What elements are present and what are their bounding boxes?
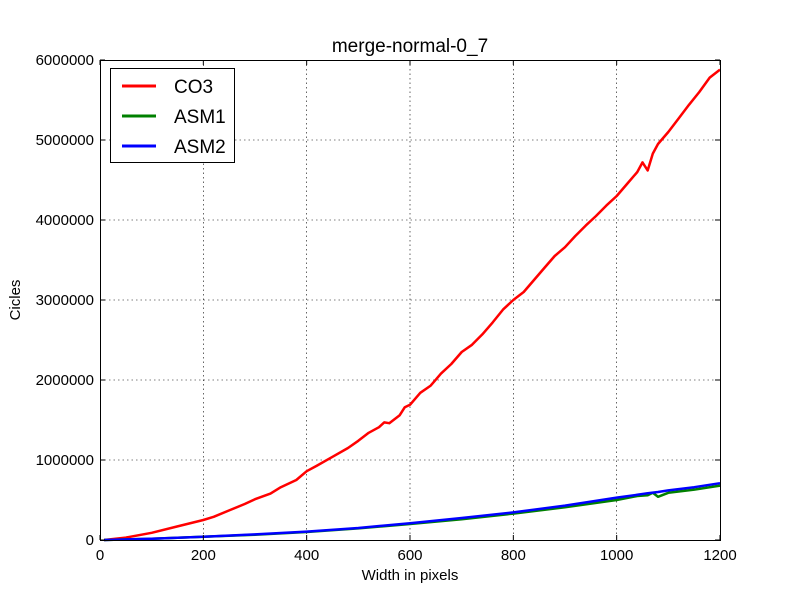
y-tick-label: 3000000 bbox=[36, 292, 94, 309]
x-tick-label: 1200 bbox=[703, 547, 736, 564]
legend-label-co3: CO3 bbox=[174, 77, 213, 98]
y-tick-label: 5000000 bbox=[36, 132, 94, 149]
x-tick-label: 400 bbox=[294, 547, 319, 564]
x-tick-labels: 0 200 400 600 800 1000 1200 bbox=[96, 547, 737, 564]
series-line-asm2 bbox=[104, 481, 721, 542]
y-tick-label: 4000000 bbox=[36, 212, 94, 229]
axis-ticks bbox=[99, 59, 721, 541]
legend-label-asm2: ASM2 bbox=[174, 137, 226, 158]
series-line-asm1 bbox=[104, 484, 721, 542]
x-tick-label: 0 bbox=[96, 547, 104, 564]
series-lines bbox=[103, 68, 721, 542]
series-line-co3 bbox=[103, 68, 721, 542]
y-tick-labels: 0 1000000 2000000 3000000 4000000 5000000 6000… bbox=[36, 52, 94, 549]
y-tick-label: 6000000 bbox=[36, 52, 94, 69]
legend-label-asm1: ASM1 bbox=[174, 107, 226, 128]
x-tick-label: 200 bbox=[191, 547, 216, 564]
chart-title: merge-normal-0_7 bbox=[332, 36, 488, 57]
y-tick-label: 0 bbox=[86, 532, 94, 549]
legend: CO3 ASM1 ASM2 bbox=[110, 68, 235, 163]
x-axis-label: Width in pixels bbox=[362, 567, 459, 584]
x-tick-label: 1000 bbox=[600, 547, 633, 564]
x-tick-label: 800 bbox=[501, 547, 526, 564]
x-tick-label: 600 bbox=[397, 547, 422, 564]
y-tick-label: 2000000 bbox=[36, 372, 94, 389]
y-axis-label: Cicles bbox=[7, 280, 24, 321]
y-tick-label: 1000000 bbox=[36, 452, 94, 469]
